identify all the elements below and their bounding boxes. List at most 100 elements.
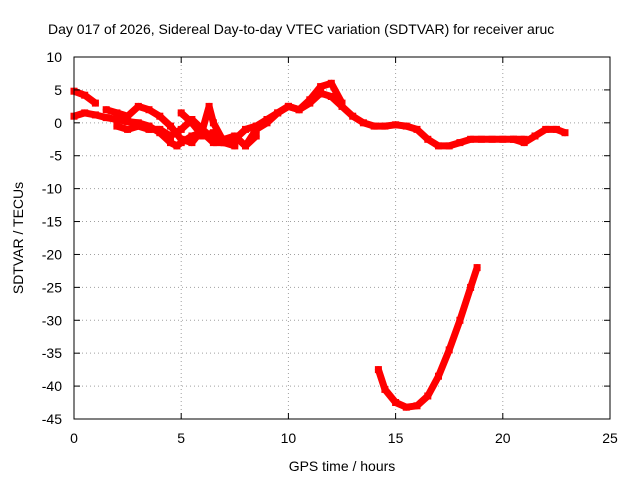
data-point (284, 102, 292, 110)
data-point (510, 135, 517, 143)
y-tick-label: 5 (54, 82, 62, 98)
data-point (252, 122, 260, 130)
data-point (124, 118, 132, 125)
data-point (242, 142, 249, 150)
data-point (338, 99, 346, 107)
data-point (81, 91, 89, 99)
data-point (242, 125, 249, 133)
data-point (435, 142, 442, 150)
x-tick-label: 10 (281, 430, 297, 446)
data-point (477, 135, 485, 143)
y-tick-label: -5 (50, 148, 63, 164)
data-point (156, 112, 164, 120)
data-point (359, 119, 367, 127)
data-point (177, 125, 185, 133)
data-point (231, 132, 239, 140)
x-tick-label: 15 (388, 430, 404, 446)
data-point (145, 106, 153, 114)
data-point (327, 93, 335, 100)
data-point (188, 119, 196, 127)
data-point (199, 132, 207, 140)
series-group (70, 79, 569, 411)
grid (74, 57, 610, 419)
data-point (209, 119, 217, 127)
data-point (188, 132, 196, 140)
data-point (306, 96, 314, 104)
data-point (467, 135, 475, 143)
data-point (413, 402, 421, 410)
x-tick-label: 0 (70, 430, 78, 446)
y-tick-label: -15 (42, 214, 62, 230)
data-point (374, 366, 382, 374)
x-tick-label: 25 (602, 430, 618, 446)
data-point (561, 129, 569, 137)
chart-title: Day 017 of 2026, Sidereal Day-to-day VTE… (48, 21, 554, 37)
data-point (370, 122, 378, 130)
y-tick-label: 0 (54, 115, 62, 131)
data-point (349, 112, 357, 120)
data-point (413, 125, 421, 133)
data-point (231, 142, 239, 150)
data-point (542, 125, 550, 133)
data-point (295, 106, 303, 114)
data-point (177, 109, 185, 117)
y-tick-label: -25 (42, 279, 62, 295)
y-tick-label: -35 (42, 345, 62, 361)
data-point (552, 125, 560, 133)
data-point (209, 129, 217, 137)
series-line-track-c (102, 79, 346, 147)
data-point (113, 116, 121, 123)
data-point (327, 79, 335, 87)
data-point (435, 372, 442, 380)
data-point (134, 102, 142, 110)
y-tick-label: -30 (42, 312, 62, 328)
y-tick-label: -45 (42, 411, 62, 427)
data-point (205, 102, 213, 110)
data-point (531, 132, 539, 140)
data-point (124, 112, 132, 120)
data-point (473, 264, 481, 272)
data-point (402, 122, 410, 130)
data-point (520, 139, 528, 147)
data-point (156, 125, 164, 133)
data-point (220, 135, 228, 143)
y-tick-label: -10 (42, 181, 62, 197)
data-point (81, 109, 89, 117)
data-point (424, 135, 432, 143)
data-point (392, 121, 400, 129)
data-point (381, 385, 389, 393)
data-point (392, 399, 400, 406)
data-point (499, 135, 507, 143)
x-tick-label: 5 (177, 430, 185, 446)
y-tick-label: 10 (46, 49, 62, 65)
y-tick-label: -20 (42, 246, 62, 262)
data-point (252, 132, 260, 140)
data-point (102, 114, 110, 122)
data-point (113, 109, 121, 117)
data-point (209, 135, 217, 143)
data-point (456, 139, 464, 147)
data-point (113, 122, 121, 130)
x-axis-title: GPS time / hours (289, 458, 396, 474)
data-point (317, 89, 325, 97)
axes: 0 5 10 15 20 25 10 5 0 -5 -10 -15 -20 -25 -30 -35 -40 -45 (42, 49, 618, 446)
data-point (263, 116, 271, 123)
data-point (167, 132, 174, 140)
data-point (124, 125, 132, 133)
plot-frame (73, 56, 611, 420)
data-point (402, 403, 410, 411)
y-axis-title: SDTVAR / TECUs (10, 182, 26, 294)
data-point (177, 135, 185, 143)
data-point (456, 316, 464, 324)
data-point (91, 111, 99, 119)
data-point (173, 142, 181, 150)
data-point (102, 106, 110, 114)
data-point (445, 346, 453, 354)
data-point (91, 99, 99, 107)
data-point (188, 139, 196, 147)
data-point (199, 125, 207, 133)
data-point (317, 83, 325, 91)
data-point (167, 122, 174, 130)
data-point (134, 122, 142, 130)
